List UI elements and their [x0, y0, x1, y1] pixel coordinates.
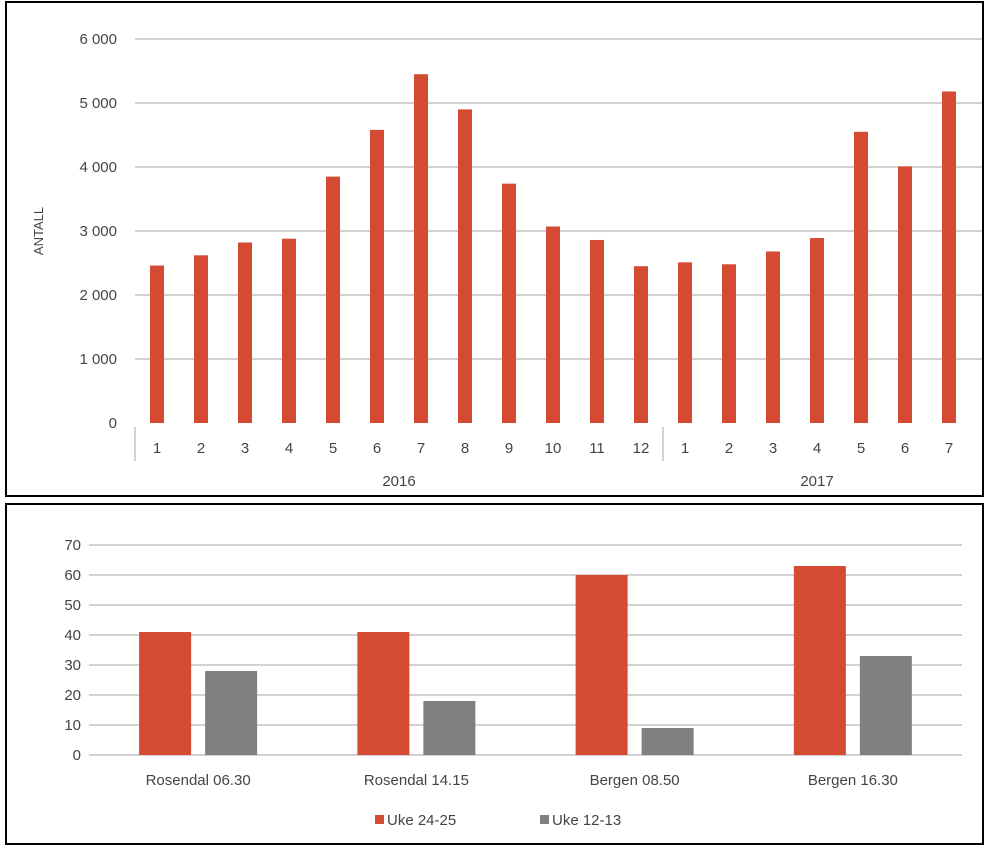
legend-swatch [540, 815, 549, 824]
x-tick-label: 1 [153, 440, 161, 457]
bar [641, 728, 694, 755]
x-tick-label: Rosendal 14.15 [364, 772, 469, 789]
y-tick-label: 3 000 [79, 223, 117, 240]
bar [546, 226, 560, 423]
y-tick-label: 1 000 [79, 351, 117, 368]
x-tick-label: 6 [901, 440, 909, 457]
x-tick-label: 3 [769, 440, 777, 457]
bar [942, 91, 956, 423]
x-tick-label: 4 [813, 440, 821, 457]
y-tick-label: 40 [64, 627, 81, 644]
bar [414, 74, 428, 423]
bar [810, 238, 824, 423]
y-tick-label: 70 [64, 537, 81, 554]
x-tick-label: 3 [241, 440, 249, 457]
x-tick-label: 7 [417, 440, 425, 457]
y-tick-label: 2 000 [79, 287, 117, 304]
bar [854, 131, 868, 424]
x-group-label: 2016 [382, 473, 415, 490]
x-tick-label: 11 [589, 440, 605, 457]
bar [634, 266, 648, 423]
bar [502, 183, 516, 423]
bar [859, 656, 912, 755]
x-tick-label: 9 [505, 440, 513, 457]
bar [194, 255, 208, 423]
bar [898, 166, 912, 424]
y-tick-label: 0 [109, 415, 117, 432]
bar [423, 701, 476, 755]
bar [150, 265, 164, 423]
departure-comparison-chart: 0 10 20 30 40 50 60 70 Rosendal 06.30 Rosendal 14… [64, 537, 962, 829]
bar [370, 129, 384, 423]
x-tick-label: 7 [945, 440, 953, 457]
x-tick-label: 5 [857, 440, 865, 457]
y-tick-label: 20 [64, 687, 81, 704]
x-tick-label: 4 [285, 440, 293, 457]
y-tick-label: 6 000 [79, 31, 117, 48]
y-axis-label: ANTALL [31, 207, 46, 255]
x-tick-label: 6 [373, 440, 381, 457]
y-tick-label: 30 [64, 657, 81, 674]
legend-label: Uke 24-25 [387, 812, 456, 829]
y-tick-label: 10 [64, 717, 81, 734]
x-tick-label: 2 [197, 440, 205, 457]
y-tick-label: 60 [64, 567, 81, 584]
bar [282, 238, 296, 423]
bar [357, 632, 410, 755]
y-tick-label: 4 000 [79, 159, 117, 176]
x-tick-label: 12 [633, 440, 650, 457]
y-tick-label: 50 [64, 597, 81, 614]
legend-swatch [375, 815, 384, 824]
x-tick-label: 5 [329, 440, 337, 457]
legend-label: Uke 12-13 [552, 812, 621, 829]
x-tick-label: Bergen 08.50 [590, 772, 680, 789]
bar [678, 262, 692, 423]
x-tick-label: Bergen 16.30 [808, 772, 898, 789]
bar [238, 242, 252, 423]
bar [722, 264, 736, 423]
x-tick-label: 1 [681, 440, 689, 457]
x-tick-label: 8 [461, 440, 469, 457]
departure-comparison-chart-panel: 0 10 20 30 40 50 60 70 Rosendal 06.30 Rosendal 14… [5, 503, 984, 845]
bar [766, 251, 780, 423]
bar [205, 671, 258, 755]
bar [326, 176, 340, 423]
bar [139, 632, 192, 755]
bar [793, 566, 846, 755]
y-tick-label: 5 000 [79, 95, 117, 112]
bar [590, 239, 604, 423]
y-tick-label: 0 [73, 747, 81, 764]
bar [458, 109, 472, 424]
x-tick-label: 2 [725, 440, 733, 457]
x-tick-label: 10 [545, 440, 562, 457]
bar [575, 575, 628, 755]
x-tick-label: Rosendal 06.30 [146, 772, 251, 789]
x-group-label: 2017 [800, 473, 833, 490]
